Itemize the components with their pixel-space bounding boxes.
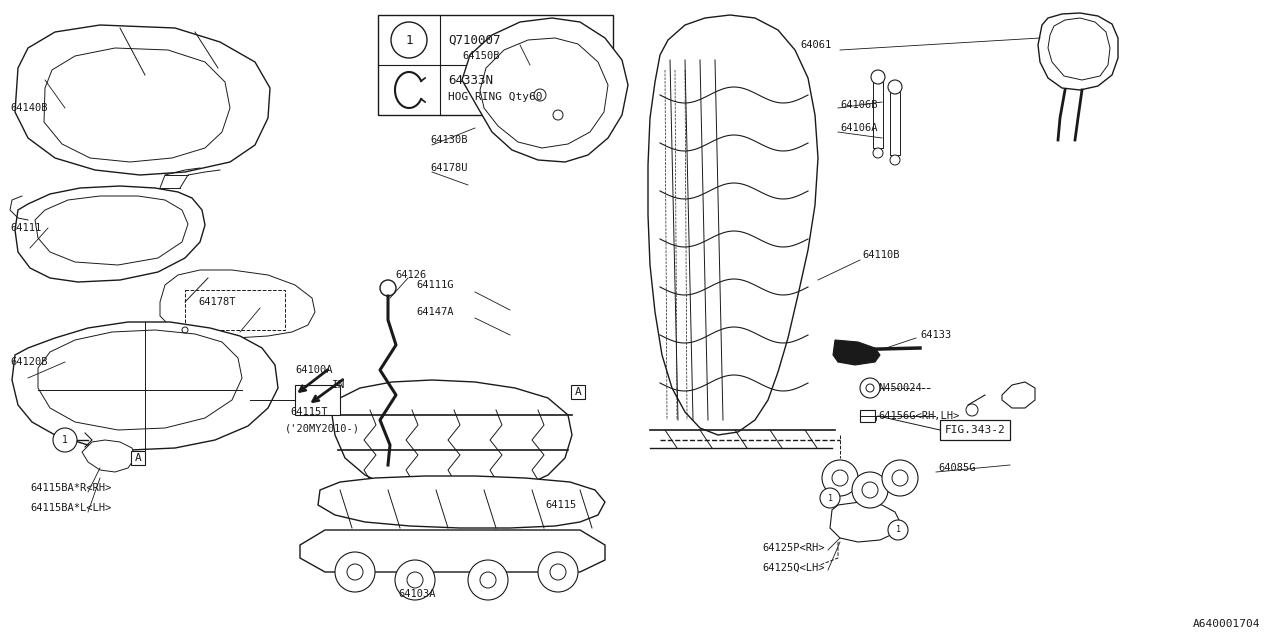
Polygon shape [648,15,818,435]
Text: 64115T: 64115T [291,407,328,417]
Polygon shape [15,25,270,175]
Text: A: A [575,387,581,397]
Circle shape [468,560,508,600]
Polygon shape [15,186,205,282]
Polygon shape [38,330,242,430]
Circle shape [870,70,884,84]
Polygon shape [462,18,628,162]
Polygon shape [160,270,315,338]
Text: 1: 1 [896,525,901,534]
Text: 64111G: 64111G [416,280,453,290]
Polygon shape [378,15,613,115]
Text: 64120B: 64120B [10,357,47,367]
Circle shape [52,428,77,452]
Circle shape [390,22,428,58]
Text: Q710007: Q710007 [448,33,500,47]
Text: 64115: 64115 [545,500,576,510]
Circle shape [852,472,888,508]
Polygon shape [1048,18,1110,80]
Text: 64125P<RH>: 64125P<RH> [762,543,824,553]
Polygon shape [332,380,572,497]
Circle shape [820,488,840,508]
Polygon shape [480,38,608,148]
Text: 64106B: 64106B [840,100,878,110]
Polygon shape [860,410,876,422]
Text: 64106A: 64106A [840,123,878,133]
Text: 64100A: 64100A [294,365,333,375]
Text: 64178T: 64178T [198,297,236,307]
Polygon shape [35,196,188,265]
Circle shape [888,520,908,540]
Circle shape [822,460,858,496]
Text: A: A [134,453,141,463]
Circle shape [890,155,900,165]
Text: 64133: 64133 [920,330,951,340]
Text: ('20MY2010-): ('20MY2010-) [285,423,360,433]
Circle shape [882,460,918,496]
Circle shape [538,552,579,592]
Polygon shape [571,385,585,399]
Polygon shape [300,530,605,572]
Polygon shape [1038,13,1117,90]
Text: 64333N: 64333N [448,74,493,86]
Polygon shape [1002,382,1036,408]
Text: 64115BA*L<LH>: 64115BA*L<LH> [29,503,111,513]
Polygon shape [873,82,883,148]
Circle shape [335,552,375,592]
Polygon shape [829,502,900,542]
Text: 64130B: 64130B [430,135,467,145]
Text: 64150B: 64150B [462,51,499,61]
Polygon shape [12,322,278,450]
Polygon shape [44,48,230,162]
Text: IN: IN [332,380,346,390]
Polygon shape [317,476,605,528]
Polygon shape [294,385,340,415]
Text: 64178U: 64178U [430,163,467,173]
Text: 64126: 64126 [396,270,426,280]
Text: 64115BA*R<RH>: 64115BA*R<RH> [29,483,111,493]
Circle shape [888,80,902,94]
Polygon shape [890,92,900,155]
Text: 64140B: 64140B [10,103,47,113]
Circle shape [860,378,881,398]
Text: 64110B: 64110B [861,250,900,260]
Text: 64103A: 64103A [398,589,435,599]
Text: HOG RING Qty60: HOG RING Qty60 [448,92,543,102]
Circle shape [873,148,883,158]
Circle shape [396,560,435,600]
Text: 64156G<RH,LH>: 64156G<RH,LH> [878,411,959,421]
Text: 64085G: 64085G [938,463,975,473]
Polygon shape [82,440,134,472]
Text: 64147A: 64147A [416,307,453,317]
Text: 64125Q<LH>: 64125Q<LH> [762,563,824,573]
Text: FIG.343-2: FIG.343-2 [945,425,1005,435]
Polygon shape [833,340,881,365]
Text: 64111: 64111 [10,223,41,233]
Circle shape [380,280,396,296]
Text: A640001704: A640001704 [1193,619,1260,629]
Text: 1: 1 [61,435,68,445]
Text: 1: 1 [406,33,412,47]
Text: N450024: N450024 [878,383,922,393]
Polygon shape [940,420,1010,440]
Text: 1: 1 [827,493,832,502]
Text: 64061: 64061 [800,40,831,50]
Polygon shape [131,451,145,465]
